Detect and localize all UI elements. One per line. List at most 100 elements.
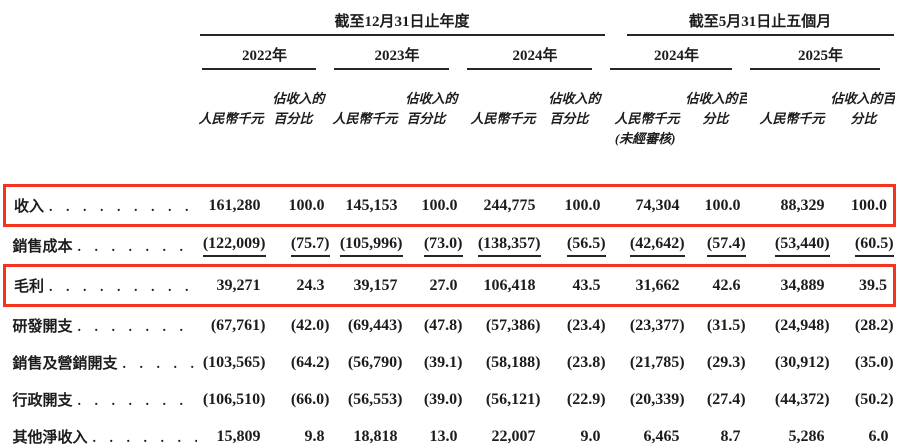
label-column-spacer [5,70,199,128]
year-header-row: 2022年 2023年 2024年 2024年 2025年 [5,36,895,70]
row-label: 銷售成本 . . . . . . . . . . . . . . . . . . … [5,226,199,266]
value-text: 39.5 [859,276,888,294]
percentage-cell: 100.0 [830,184,897,227]
value-text: (30,912) [774,353,830,371]
period-header-annual: 截至12月31日止年度 [199,12,607,36]
value-text: (47.8) [423,316,463,334]
year-header-2024-interim: 2024年 [607,36,747,70]
amount-cell: (69,443) [331,306,404,345]
row-label-text: 銷售及營銷開支 [12,356,118,372]
table-row-highlighted: 收入 . . . . . . . . . . . . . . . . . . . … [3,184,897,227]
amount-cell: 22,007 [464,418,542,448]
percentage-cell: (22.9) [542,381,607,418]
value-text: (56,790) [347,353,403,371]
row-label: 銷售及營銷開支 . . . . . . . . . . . . . . . . .… [5,344,199,381]
amount-cell: (23,377) [607,306,686,345]
value-text: (106,510) [202,390,266,408]
value-text: 100.0 [288,196,325,214]
amount-cell: (57,386) [464,306,542,345]
value-text: 100.0 [421,196,458,214]
value-text: 145,153 [345,196,398,214]
row-label-text: 收入 [14,199,45,215]
unit-label: 人民幣千元 [198,110,264,126]
percentage-cell: (29.3) [686,344,747,381]
header-rule [626,34,894,36]
percentage-cell: (39.1) [404,344,464,381]
leader-dots: . . . . . . . . . . . . . . . . . . . . … [77,394,197,409]
value-text: 106,418 [483,276,536,294]
unaudited-note: (未經審核) [614,131,676,146]
value-text: 100.0 [851,196,888,214]
value-text: (39.0) [423,390,463,408]
leader-dots: . . . . . . . . . . . . . . . . . . . . … [122,357,197,372]
row-label-text: 毛利 [14,279,45,295]
value-text: (66.0) [290,390,330,408]
percentage-cell: (42.0) [267,306,331,345]
value-text: (56.5) [566,235,606,257]
percentage-cell: 100.0 [403,184,464,227]
value-text: (75.7) [290,235,330,257]
leader-dots: . . . . . . . . . . . . . . . . . . . . … [77,240,197,255]
percentage-cell: (39.0) [404,381,464,418]
percentage-cell: (57.4) [686,226,747,266]
percentage-cell: (31.5) [686,306,747,345]
amount-cell: (56,790) [331,344,404,381]
amount-cell: (67,761) [199,306,267,345]
value-text: (57.4) [706,235,746,257]
percentage-cell: (75.7) [267,226,331,266]
amount-cell: (122,009) [199,226,267,266]
percentage-cell: (64.2) [267,344,331,381]
header-rule [199,34,605,36]
value-text: 9.8 [304,427,325,445]
value-text: 31,662 [635,276,680,294]
value-text: (53,440) [774,235,830,257]
unaudited-row: (未經審核) [5,128,895,156]
period-annual-title: 截至12月31日止年度 [334,13,470,30]
header-rule [749,68,880,70]
amount-cell: (56,121) [464,381,542,418]
value-text: (39.1) [423,353,463,371]
amount-cell: 5,286 [747,418,831,448]
unit-header-row: 人民幣千元 佔收入的 百分比 人民幣千元 佔收入的 百分比 人民幣千元 佔收入的… [5,70,895,128]
label-column-spacer [5,12,199,36]
pct-label: 佔收入的 百分比 [405,91,458,126]
unit-label: 人民幣千元 [470,110,536,126]
value-text: 39,271 [216,276,261,294]
leader-dots: . . . . . . . . . . . . . . . . . . . . … [49,200,196,215]
percentage-cell: (23.8) [542,344,607,381]
year-header-2023: 2023年 [331,36,464,70]
value-text: 42.6 [712,276,741,294]
year-header-2024: 2024年 [464,36,607,70]
year-header-2022: 2022年 [199,36,331,70]
percentage-cell: 100.0 [266,184,331,227]
amount-cell: (21,785) [607,344,686,381]
value-text: (44,372) [774,390,830,408]
value-text: (23.8) [566,353,606,371]
percentage-cell: 13.0 [404,418,464,448]
amount-cell: (58,188) [464,344,542,381]
value-text: (73.0) [423,235,463,257]
amount-cell: (106,510) [199,381,267,418]
year-header-2025-interim: 2025年 [747,36,895,70]
row-label: 研發開支 . . . . . . . . . . . . . . . . . . … [5,306,199,345]
label-column-spacer [5,128,199,156]
row-label-text: 研發開支 [12,319,73,335]
table-row: 銷售成本 . . . . . . . . . . . . . . . . . . … [5,226,895,266]
header-spacer [5,156,895,186]
period-header-row: 截至12月31日止年度 截至5月31日止五個月 [5,12,895,36]
amount-cell: 18,818 [331,418,404,448]
value-text: (31.5) [706,316,746,334]
value-text: (64.2) [290,353,330,371]
amount-cell: (44,372) [747,381,831,418]
amount-cell: (105,996) [331,226,404,266]
value-text: 74,304 [635,196,680,214]
value-text: 34,889 [780,276,825,294]
percentage-cell: 9.0 [542,418,607,448]
header-rule [609,68,732,70]
value-text: 27.0 [429,276,458,294]
value-text: 9.0 [580,427,601,445]
period-five-months-title: 截至5月31日止五個月 [688,13,832,30]
amount-cell: 88,329 [746,184,831,227]
amount-cell: 34,889 [746,264,831,307]
value-text: 8.7 [720,427,741,445]
